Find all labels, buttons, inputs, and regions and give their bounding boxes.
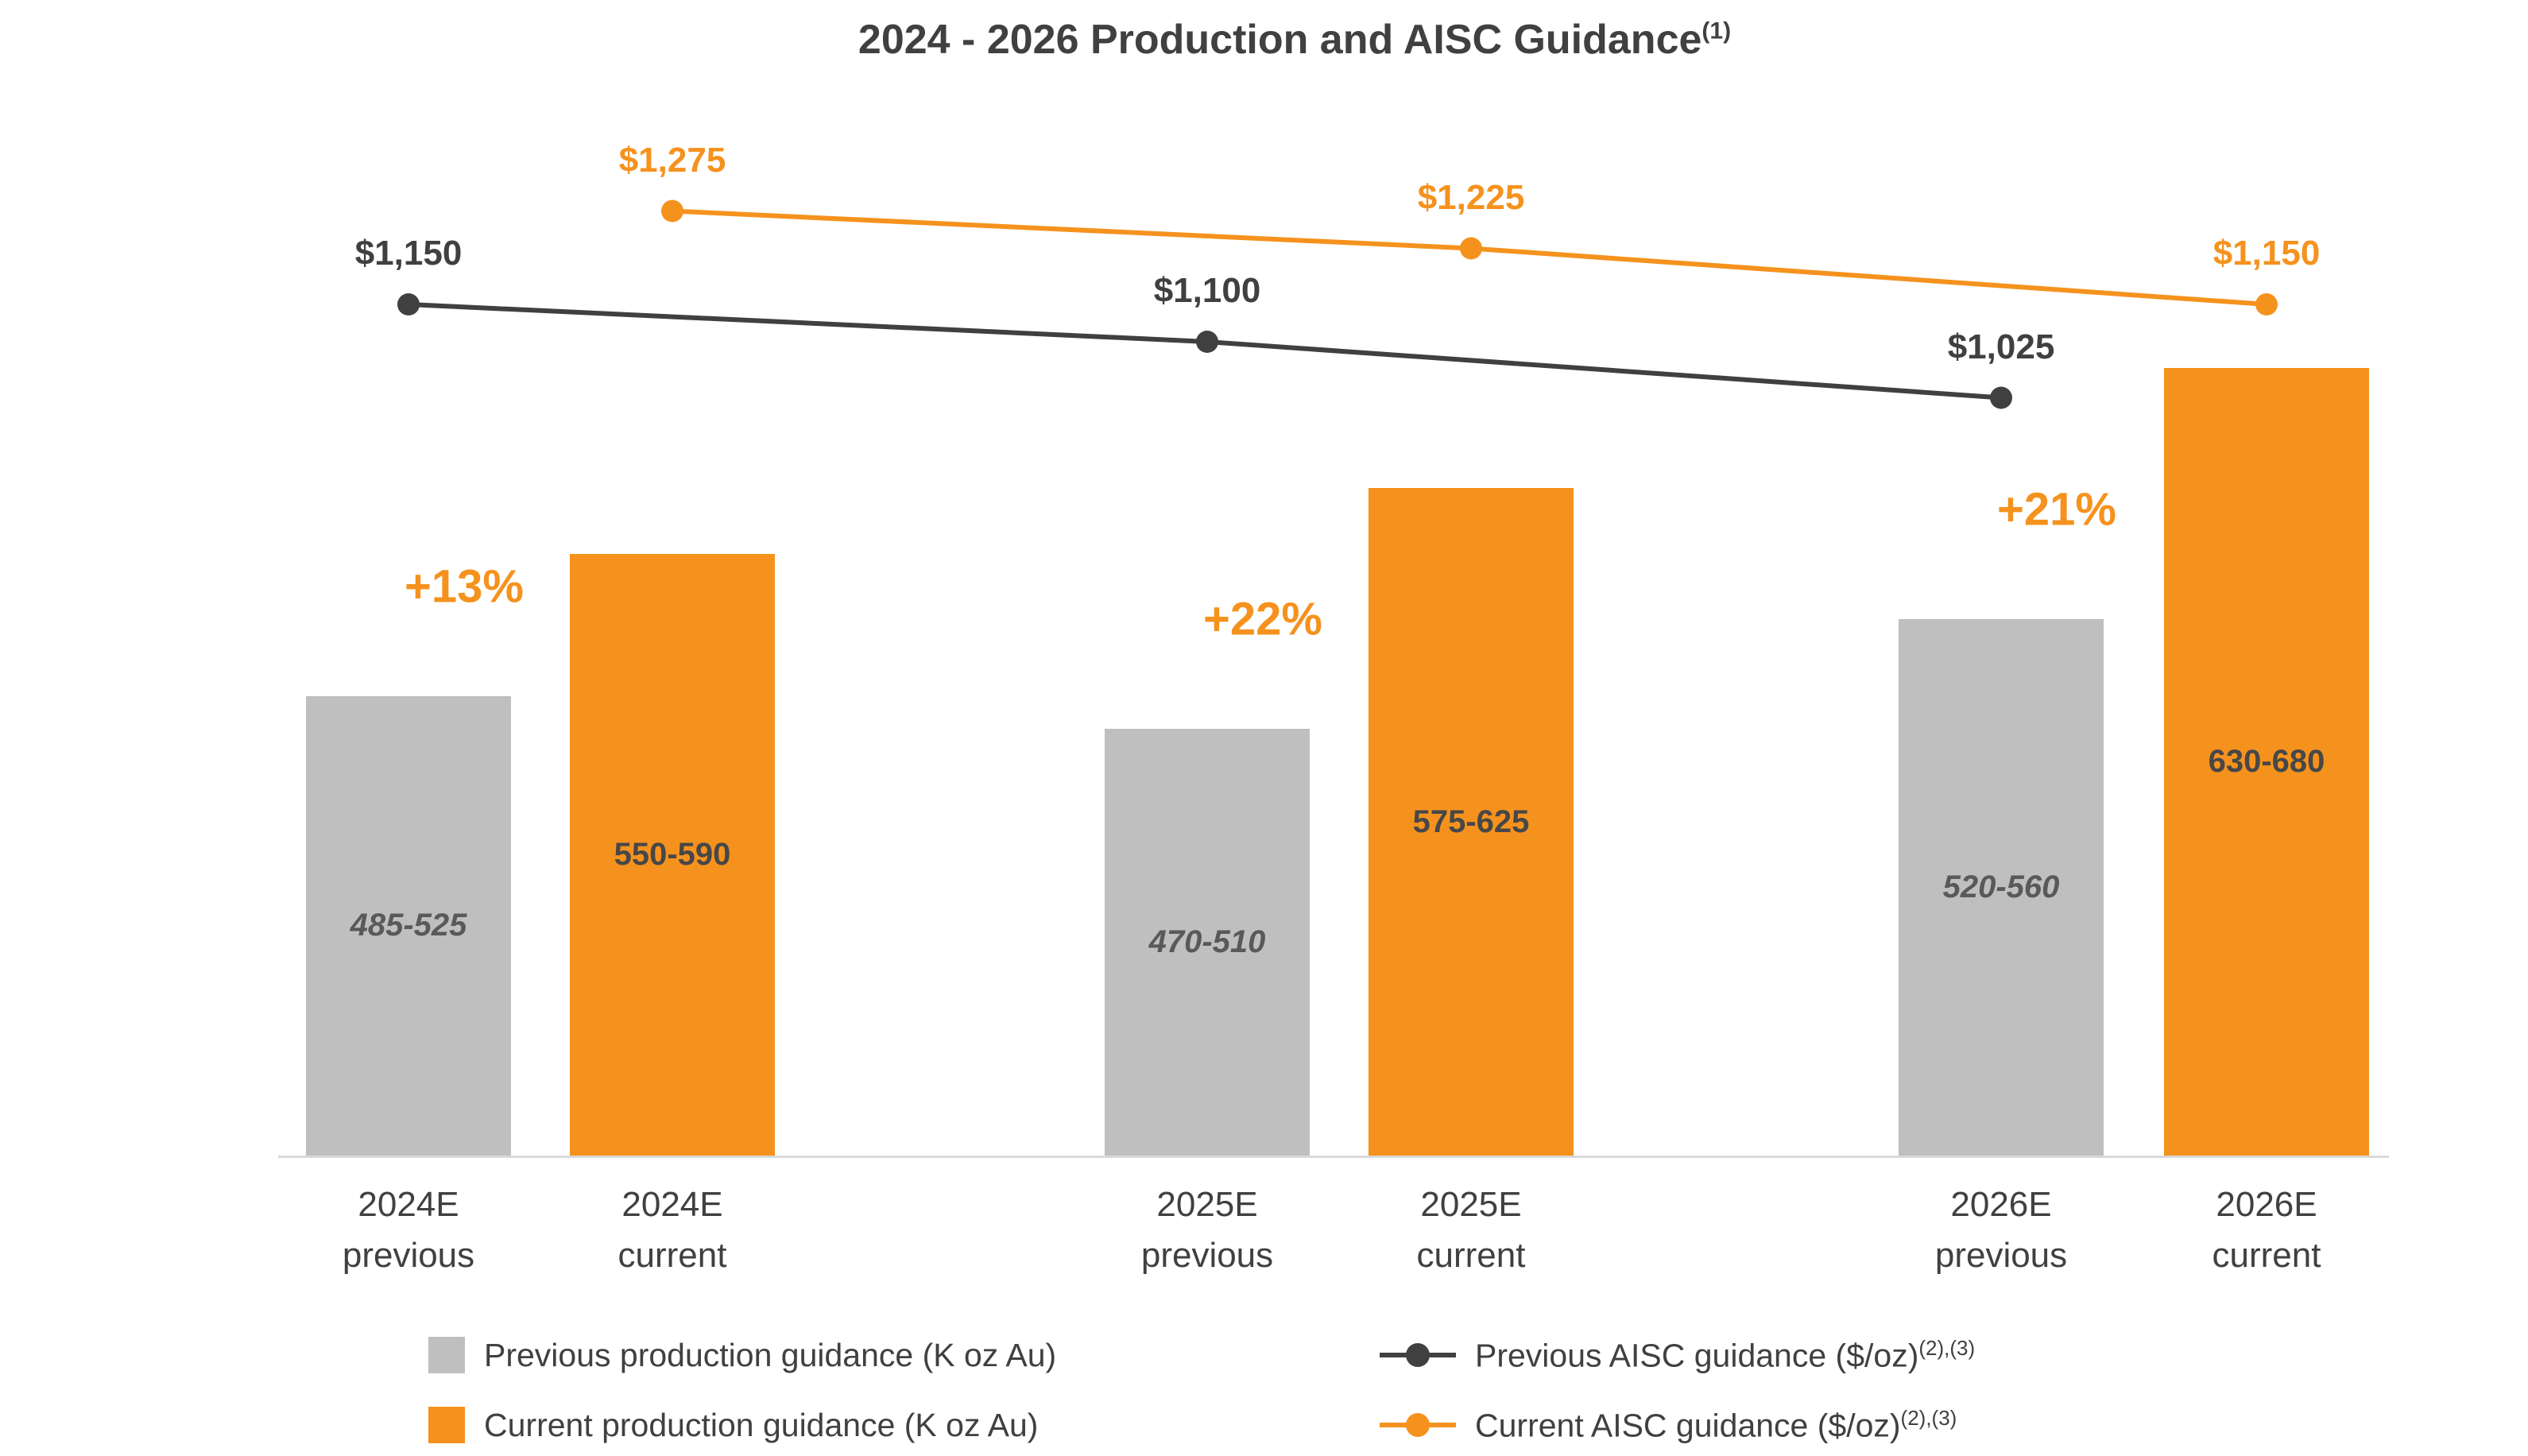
previous-aisc-marker-icon — [1380, 1343, 1456, 1367]
previous-production-range-label: 485-525 — [350, 908, 467, 943]
previous-production-range-label: 470-510 — [1148, 924, 1266, 959]
production-change-annotation-2024E: +13% — [405, 560, 524, 613]
previous-production-swatch-icon — [428, 1337, 465, 1373]
current-production-bar-2026E: 630-680 — [2164, 367, 2369, 1156]
x-axis-tick-label: 2026E current — [2212, 1179, 2321, 1281]
legend-label-current-aisc: Current AISC guidance ($/oz)(2),(3) — [1475, 1406, 1957, 1445]
chart-title: 2024 - 2026 Production and AISC Guidance… — [858, 16, 1731, 64]
x-tick-scenario: previous — [342, 1235, 475, 1275]
current-aisc-point — [1460, 237, 1482, 260]
x-axis-tick-label: 2024E previous — [343, 1179, 474, 1281]
x-tick-year: 2024E — [621, 1185, 723, 1224]
x-tick-scenario: current — [2212, 1235, 2321, 1275]
legend-label-previous-aisc: Previous AISC guidance ($/oz)(2),(3) — [1475, 1336, 1975, 1375]
x-tick-year: 2026E — [1950, 1185, 2052, 1224]
x-tick-year: 2025E — [1420, 1185, 1522, 1224]
current-production-range-label: 630-680 — [2208, 743, 2325, 779]
legend-label-previous-aisc-superscript: (2),(3) — [1918, 1335, 1976, 1360]
x-tick-year: 2026E — [2216, 1185, 2317, 1224]
x-tick-year: 2025E — [1156, 1185, 1258, 1224]
x-tick-scenario: previous — [1140, 1235, 1274, 1275]
x-axis-tick-label: 2024E current — [618, 1179, 727, 1281]
previous-aisc-marker-dot-icon — [1406, 1343, 1430, 1367]
current-production-swatch-icon — [428, 1407, 465, 1443]
legend-label-current-production: Current production guidance (K oz Au) — [484, 1406, 1039, 1443]
current-aisc-value-label: $1,150 — [2212, 234, 2321, 273]
previous-aisc-point — [1196, 331, 1218, 353]
previous-production-range-label: 520-560 — [1942, 869, 2060, 905]
x-tick-scenario: current — [617, 1235, 727, 1275]
current-production-bar-2025E: 575-625 — [1369, 488, 1574, 1156]
legend-label-current-aisc-superscript: (2),(3) — [1900, 1405, 1957, 1430]
previous-aisc-value-label: $1,025 — [1947, 327, 2055, 366]
current-production-range-label: 575-625 — [1412, 804, 1530, 839]
previous-aisc-value-label: $1,100 — [1153, 271, 1261, 310]
x-axis-line — [278, 1156, 2389, 1158]
legend-item-previous-production: Previous production guidance (K oz Au) — [428, 1336, 1056, 1374]
current-aisc-point — [661, 199, 683, 223]
legend-item-previous-aisc: Previous AISC guidance ($/oz)(2),(3) — [1380, 1336, 1975, 1374]
previous-production-bar-2025E: 470-510 — [1105, 728, 1310, 1156]
previous-aisc-value-label: $1,150 — [354, 234, 463, 273]
current-aisc-value-label: $1,225 — [1417, 177, 1525, 217]
x-axis-tick-label: 2026E previous — [1935, 1179, 2067, 1281]
current-aisc-marker-dot-icon — [1406, 1413, 1430, 1437]
x-tick-year: 2024E — [358, 1185, 459, 1224]
legend-item-current-production: Current production guidance (K oz Au) — [428, 1406, 1038, 1444]
previous-aisc-point — [397, 293, 420, 316]
legend-label-previous-aisc-text: Previous AISC guidance ($/oz) — [1475, 1337, 1919, 1374]
x-tick-scenario: current — [1416, 1235, 1526, 1275]
previous-aisc-point — [1990, 386, 2012, 409]
current-aisc-point — [2255, 293, 2278, 316]
x-axis-tick-label: 2025E current — [1417, 1179, 1526, 1281]
current-aisc-marker-icon — [1380, 1413, 1456, 1437]
legend-label-previous-production: Previous production guidance (K oz Au) — [484, 1336, 1057, 1373]
x-tick-scenario: previous — [1934, 1235, 2068, 1275]
current-aisc-value-label: $1,275 — [618, 140, 726, 180]
legend-label-current-aisc-text: Current AISC guidance ($/oz) — [1475, 1407, 1901, 1444]
current-production-range-label: 550-590 — [614, 836, 731, 872]
legend-item-current-aisc: Current AISC guidance ($/oz)(2),(3) — [1380, 1406, 1957, 1444]
current-production-bar-2024E: 550-590 — [570, 553, 775, 1156]
chart-title-text: 2024 - 2026 Production and AISC Guidance — [858, 17, 1702, 63]
chart-title-superscript: (1) — [1701, 17, 1732, 45]
previous-production-bar-2026E: 520-560 — [1899, 619, 2104, 1156]
x-axis-tick-label: 2025E previous — [1141, 1179, 1273, 1281]
previous-production-bar-2024E: 485-525 — [306, 695, 511, 1156]
production-change-annotation-2026E: +21% — [1997, 483, 2116, 536]
production-change-annotation-2025E: +22% — [1203, 593, 1322, 645]
